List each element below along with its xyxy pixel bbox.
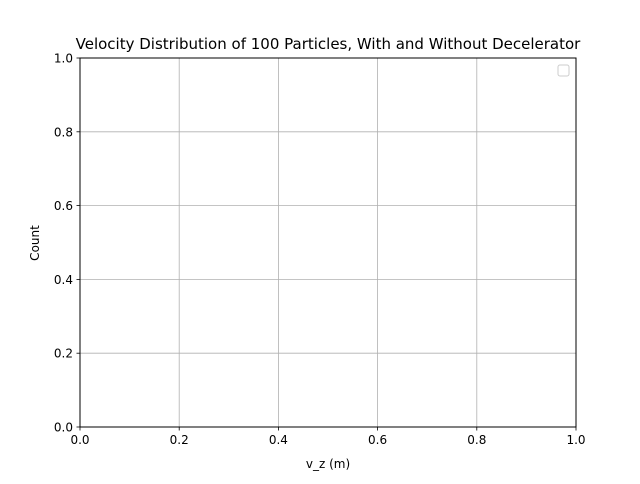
y-tick-label: 0.0 [54, 421, 73, 435]
plot-area [80, 58, 576, 427]
y-axis-label: Count [28, 225, 42, 261]
y-tick-label: 0.6 [54, 199, 73, 213]
y-tick-label: 1.0 [54, 52, 73, 66]
axes-frame [79, 57, 577, 428]
x-tick-label: 0.8 [467, 433, 486, 447]
y-tick-label: 0.8 [54, 125, 73, 139]
x-tick-label: 0.4 [269, 433, 288, 447]
legend [557, 64, 570, 77]
y-ticks: 0.0 0.2 0.4 0.6 0.8 1.0 [54, 52, 80, 435]
x-tick-label: 0.6 [368, 433, 387, 447]
y-tick-label: 0.2 [54, 347, 73, 361]
x-tick-label: 1.0 [566, 433, 585, 447]
chart-title: Velocity Distribution of 100 Particles, … [76, 35, 582, 53]
y-tick-label: 0.4 [54, 273, 73, 287]
legend-box [557, 64, 570, 77]
x-ticks: 0.0 0.2 0.4 0.6 0.8 1.0 [70, 427, 586, 447]
x-tick-label: 0.0 [70, 433, 89, 447]
grid-lines [79, 57, 577, 428]
x-tick-label: 0.2 [170, 433, 189, 447]
x-axis-label: v_z (m) [306, 457, 350, 471]
